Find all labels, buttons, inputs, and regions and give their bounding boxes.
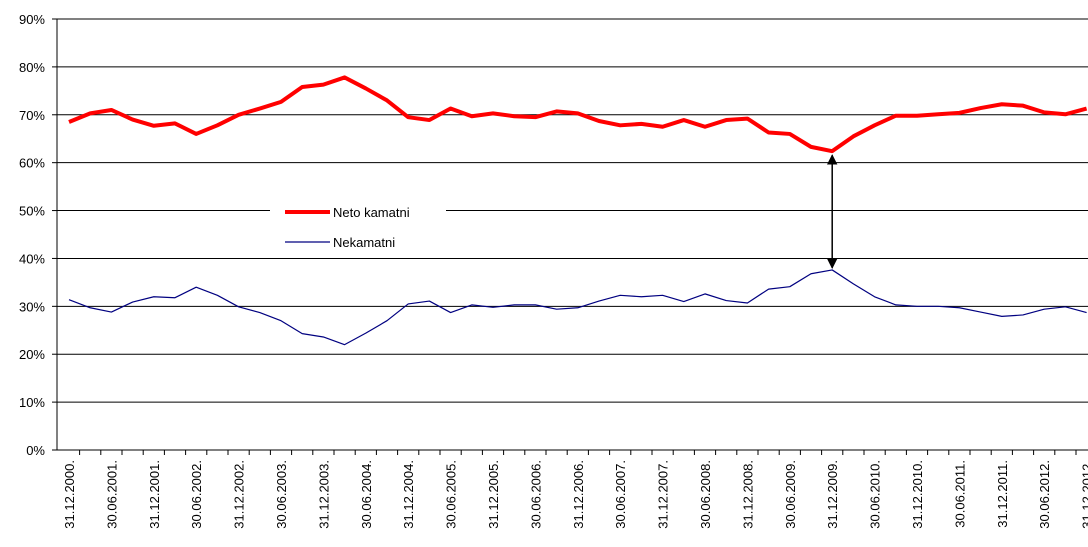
y-tick-label: 70% bbox=[19, 108, 45, 123]
x-tick-label: 30.06.2010. bbox=[868, 460, 883, 529]
legend-box bbox=[270, 200, 446, 258]
series-line bbox=[68, 269, 1087, 346]
x-tick-label: 30.06.2002. bbox=[189, 460, 204, 529]
x-tick-label: 30.06.2004. bbox=[359, 460, 374, 529]
x-tick-label: 31.12.2001. bbox=[147, 460, 162, 529]
x-tick-label: 30.06.2003. bbox=[274, 460, 289, 529]
x-tick-label: 31.12.2002. bbox=[232, 460, 247, 529]
series-line bbox=[68, 75, 1088, 154]
y-tick-label: 40% bbox=[19, 251, 45, 266]
x-tick-label: 31.12.2007. bbox=[656, 460, 671, 529]
y-tick-label: 60% bbox=[19, 156, 45, 171]
x-tick-label: 31.12.2005. bbox=[486, 460, 501, 529]
x-tick-label: 31.12.2003. bbox=[316, 460, 331, 529]
x-tick-label: 30.06.2005. bbox=[444, 460, 459, 529]
legend-label: Neto kamatni bbox=[333, 205, 410, 220]
x-tick-label: 31.12.2004. bbox=[401, 460, 416, 529]
x-tick-label: 30.06.2006. bbox=[528, 460, 543, 529]
x-tick-label: 30.06.2008. bbox=[698, 460, 713, 529]
y-tick-label: 20% bbox=[19, 347, 45, 362]
y-tick-label: 90% bbox=[19, 12, 45, 27]
x-tick-label: 30.06.2007. bbox=[613, 460, 628, 529]
x-tick-label: 30.06.2001. bbox=[104, 460, 119, 529]
y-tick-label: 30% bbox=[19, 299, 45, 314]
x-tick-label: 30.06.2009. bbox=[783, 460, 798, 529]
x-tick-label: 31.12.2012. bbox=[1080, 460, 1088, 529]
x-tick-label: 31.12.2000. bbox=[62, 460, 77, 529]
x-tick-label: 31.12.2006. bbox=[571, 460, 586, 529]
x-tick-label: 30.06.2012. bbox=[1037, 460, 1052, 529]
legend-label: Nekamatni bbox=[333, 235, 395, 250]
x-tick-label: 31.12.2011. bbox=[995, 460, 1010, 528]
x-tick-label: 31.12.2010. bbox=[910, 460, 925, 529]
y-tick-label: 0% bbox=[26, 443, 45, 458]
y-tick-label: 10% bbox=[19, 395, 45, 410]
x-tick-label: 31.12.2008. bbox=[740, 460, 755, 529]
y-tick-label: 50% bbox=[19, 204, 45, 219]
x-tick-label: 31.12.2009. bbox=[825, 460, 840, 529]
y-tick-label: 80% bbox=[19, 60, 45, 75]
x-tick-label: 30.06.2011. bbox=[952, 460, 967, 528]
